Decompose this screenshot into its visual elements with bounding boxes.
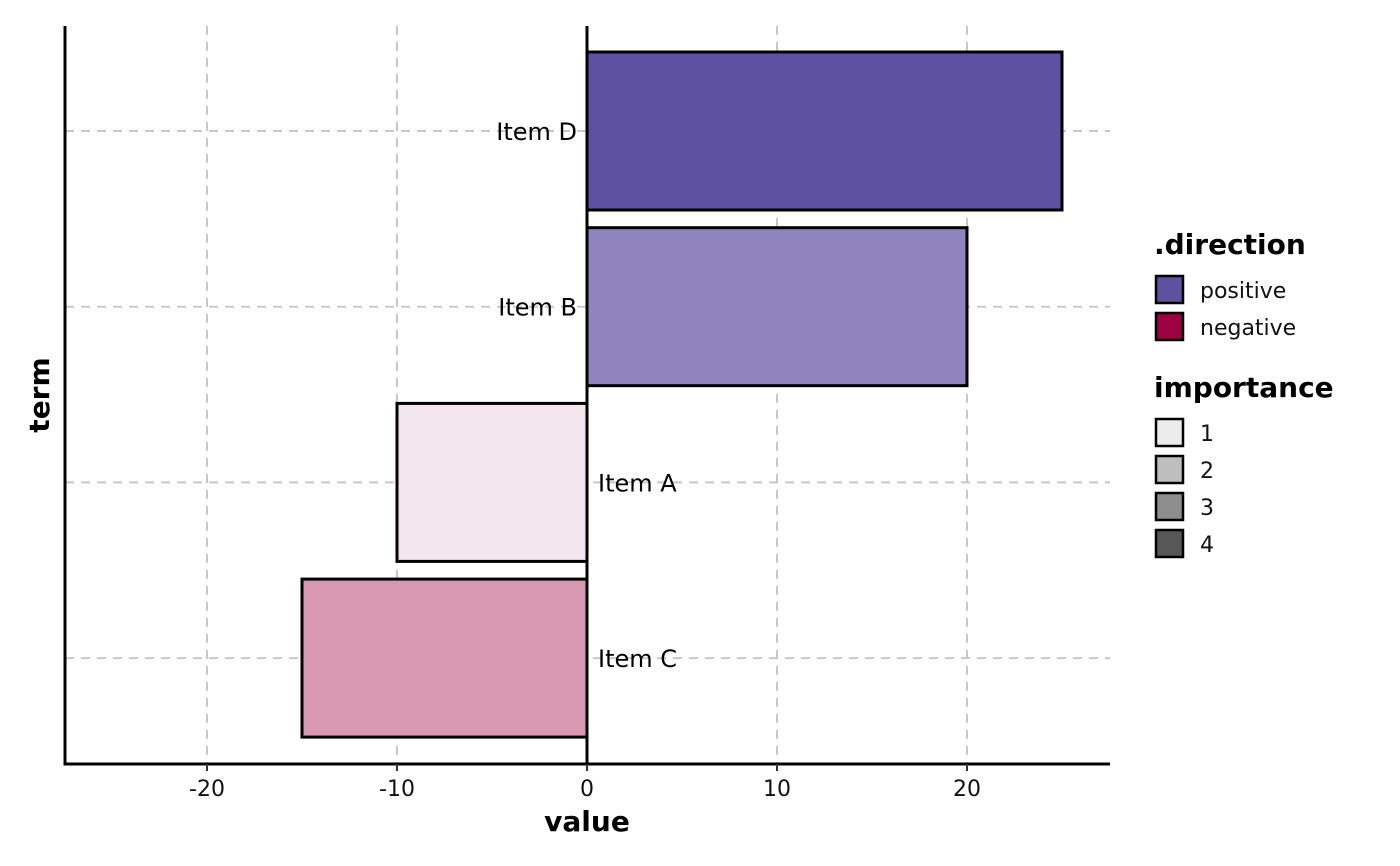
x-tick-label: -10: [379, 777, 415, 802]
legend-label: negative: [1200, 316, 1296, 341]
legend-label: 1: [1200, 422, 1214, 447]
legend-key: [1154, 528, 1185, 559]
x-tick-label: 20: [953, 777, 981, 802]
legend-label: positive: [1200, 279, 1286, 304]
bar-label: Item D: [496, 118, 577, 146]
x-tick-label: -20: [189, 777, 225, 802]
bar-label: Item C: [598, 645, 677, 673]
legend-key: [1154, 454, 1185, 485]
legend-title: .direction: [1154, 228, 1306, 261]
legend-label: 2: [1200, 459, 1214, 484]
legend-key: [1154, 417, 1185, 448]
bar: [585, 50, 1064, 212]
bar: [395, 401, 589, 563]
axes: -20 -10 0 10 20 value term: [23, 26, 1110, 838]
bar-label: Item B: [498, 294, 577, 322]
legend-key: [1154, 311, 1185, 342]
x-tick-label: 10: [763, 777, 791, 802]
legend-label: 4: [1200, 533, 1214, 558]
legend-key: [1154, 274, 1185, 305]
bar-labels: Item D Item B Item A Item C: [496, 118, 677, 673]
bar-label: Item A: [598, 469, 677, 497]
bar: [300, 577, 589, 739]
bar: [585, 226, 969, 388]
bars: [300, 50, 1064, 739]
legend: .direction positive negative importance 1 2 3 4: [1154, 228, 1334, 559]
legend-label: 3: [1200, 496, 1214, 521]
y-axis-title: term: [23, 357, 56, 432]
x-tick-label: 0: [580, 777, 594, 802]
legend-key: [1154, 491, 1185, 522]
x-axis-title: value: [544, 805, 630, 838]
legend-title: importance: [1154, 371, 1334, 404]
